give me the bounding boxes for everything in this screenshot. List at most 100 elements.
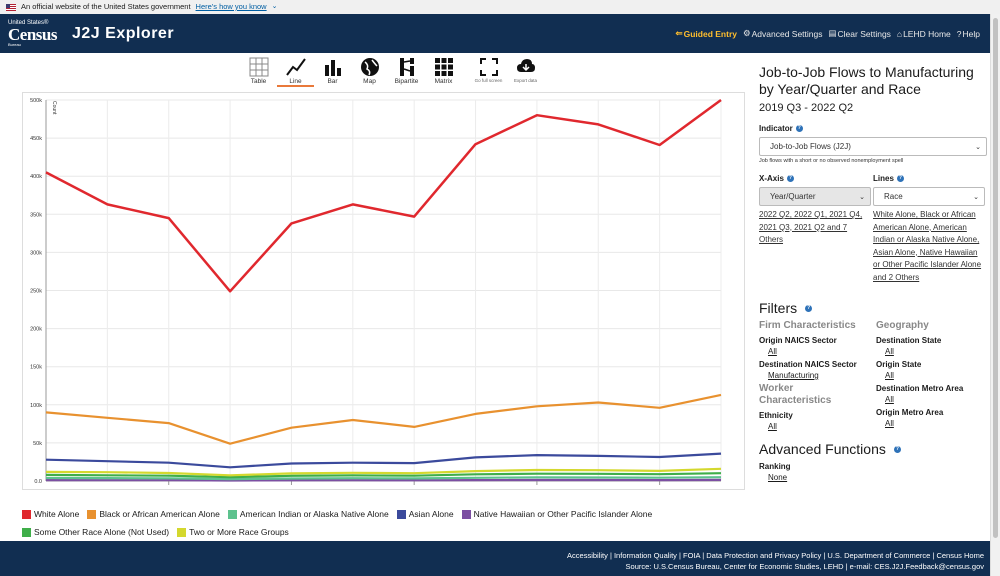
- legend-swatch: [87, 509, 97, 519]
- dest-naics-label: Destination NAICS Sector: [759, 360, 857, 369]
- help-icon[interactable]: ?: [786, 175, 794, 182]
- xaxis-select-value: Year/Quarter: [770, 192, 816, 201]
- guided-entry-link[interactable]: ⇐ Guided Entry: [675, 28, 737, 39]
- ranking-value[interactable]: None: [768, 473, 788, 482]
- legend-entry[interactable]: White Alone: [22, 509, 79, 519]
- help-icon[interactable]: ?: [805, 304, 813, 312]
- indicator-label-text: Indicator: [759, 124, 793, 133]
- legend-label: Two or More Race Groups: [189, 527, 289, 537]
- series-line-0: [45, 98, 722, 293]
- footer-links[interactable]: Accessibility | Information Quality | FO…: [567, 551, 984, 560]
- indicator-hint: Job flows with a short or no observed no…: [759, 158, 904, 164]
- xaxis-label-text: X-Axis: [759, 174, 784, 183]
- legend-entry[interactable]: Native Hawaiian or Other Pacific Islande…: [461, 509, 653, 519]
- lehd-home-label: LEHD Home: [903, 28, 951, 39]
- series-line-5: [45, 472, 722, 479]
- legend-label: American Indian or Alaska Native Alone: [239, 509, 389, 519]
- legend-label: Native Hawaiian or Other Pacific Islande…: [473, 509, 653, 519]
- advanced-settings-link[interactable]: ⚙ Advanced Settings: [743, 28, 823, 39]
- origin-metro-value[interactable]: All: [885, 419, 894, 428]
- dest-metro-label: Destination Metro Area: [876, 384, 964, 393]
- logo-top: United States®: [8, 20, 49, 26]
- help-label: Help: [962, 28, 980, 39]
- help-icon[interactable]: ?: [893, 445, 901, 453]
- legend-entry[interactable]: Some Other Race Alone (Not Used): [22, 527, 169, 537]
- scrollbar-thumb[interactable]: [993, 18, 998, 538]
- advanced-settings-label: Advanced Settings: [751, 28, 823, 39]
- y-tick-label: 250k: [30, 289, 42, 295]
- ethnicity-value[interactable]: All: [768, 422, 777, 431]
- legend-label: Black or African American Alone: [99, 509, 220, 519]
- tool-bar[interactable]: Bar: [314, 55, 351, 87]
- series-line-6: [45, 467, 722, 477]
- scrollbar[interactable]: [990, 14, 1000, 576]
- tool-line-label: Line: [289, 78, 302, 85]
- tool-line[interactable]: Line: [277, 55, 314, 87]
- origin-state-value[interactable]: All: [885, 371, 894, 380]
- settings-panel: Job-to-Job Flows to Manufacturing by Yea…: [759, 64, 987, 482]
- firm-characteristics-heading: Firm Characteristics: [759, 320, 856, 331]
- lines-values-link[interactable]: White Alone, Black or African American A…: [873, 210, 982, 282]
- legend-entry[interactable]: Two or More Race Groups: [177, 527, 289, 537]
- matrix-icon: [434, 58, 453, 76]
- tool-map[interactable]: Map: [351, 55, 388, 87]
- page-title: Job-to-Job Flows to Manufacturing by Yea…: [759, 64, 974, 97]
- chevron-down-icon[interactable]: ⌄: [271, 3, 278, 10]
- tool-table-label: Table: [250, 78, 267, 85]
- indicator-select[interactable]: Job-to-Job Flows (J2J) ⌄: [759, 137, 987, 156]
- heres-how-link[interactable]: Here's how you know: [195, 2, 267, 11]
- page-footer: Accessibility | Information Quality | FO…: [0, 541, 990, 576]
- tool-table[interactable]: Table: [240, 55, 277, 87]
- help-icon[interactable]: ?: [896, 175, 904, 182]
- app-title: J2J Explorer: [72, 24, 175, 42]
- lines-select-value: Race: [884, 192, 903, 201]
- legend-swatch: [22, 527, 31, 537]
- legend-label: Asian Alone: [408, 509, 454, 519]
- worker-characteristics-heading: Worker Characteristics: [759, 383, 832, 406]
- dest-state-label: Destination State: [876, 336, 942, 345]
- dest-naics-value[interactable]: Manufacturing: [768, 371, 819, 380]
- x-tick-label: 2021 Q3: [523, 490, 552, 491]
- app-header: United States® Census Bureau J2J Explore…: [0, 14, 990, 53]
- tool-matrix[interactable]: Matrix: [425, 55, 462, 87]
- help-icon[interactable]: ?: [795, 125, 803, 132]
- series-line-2: [45, 476, 722, 481]
- census-logo[interactable]: United States® Census Bureau: [8, 20, 62, 47]
- arrow-left-icon: ⇐: [675, 28, 683, 38]
- lehd-home-link[interactable]: ⌂ LEHD Home: [897, 28, 951, 39]
- legend-entry[interactable]: Asian Alone: [396, 509, 454, 519]
- help-link[interactable]: ? Help: [957, 28, 980, 39]
- tool-fullscreen[interactable]: Go full screen: [470, 55, 507, 87]
- tool-bar-label: Bar: [327, 78, 338, 85]
- geography-heading: Geography: [876, 320, 929, 331]
- tool-bipartite[interactable]: Bipartite: [388, 55, 425, 87]
- dest-metro-value[interactable]: All: [885, 395, 894, 404]
- y-tick-label: 50k: [33, 441, 42, 447]
- legend-entry[interactable]: American Indian or Alaska Native Alone: [227, 509, 389, 519]
- legend-label: Some Other Race Alone (Not Used): [34, 527, 170, 537]
- lines-select[interactable]: Race ⌄: [873, 187, 985, 206]
- origin-naics-value[interactable]: All: [768, 347, 777, 356]
- x-tick-label: 2022 Q1: [645, 490, 674, 491]
- series-line-3: [45, 452, 722, 469]
- globe-icon: [360, 58, 379, 76]
- table-icon: [249, 57, 268, 77]
- xaxis-label: X-Axis?: [759, 174, 871, 183]
- x-tick-label: 2021 Q1: [400, 490, 429, 491]
- bar-chart-icon: [324, 60, 341, 76]
- us-flag-icon: [6, 3, 16, 11]
- x-tick-label: 2020 Q1: [154, 490, 183, 491]
- y-tick-label: 150k: [30, 365, 42, 371]
- time-range: 2019 Q3 - 2022 Q2: [759, 102, 854, 114]
- cloud-download-icon: [516, 59, 535, 72]
- xaxis-select[interactable]: Year/Quarter ⌄: [759, 187, 871, 206]
- tool-export[interactable]: Export data: [507, 55, 544, 87]
- advanced-functions-title: Advanced Functions: [759, 441, 886, 457]
- xaxis-values-link[interactable]: 2022 Q2, 2022 Q1, 2021 Q4, 2021 Q3, 2021…: [759, 210, 863, 244]
- x-tick-label: 2020 Q3: [277, 490, 306, 491]
- clear-settings-link[interactable]: ▤ Clear Settings: [829, 28, 891, 39]
- help-icon: ?: [956, 28, 962, 39]
- view-toolbar: Table Line Bar Map Bipartite Matrix Go f…: [240, 55, 544, 87]
- legend-entry[interactable]: Black or African American Alone: [87, 509, 220, 519]
- dest-state-value[interactable]: All: [885, 347, 894, 356]
